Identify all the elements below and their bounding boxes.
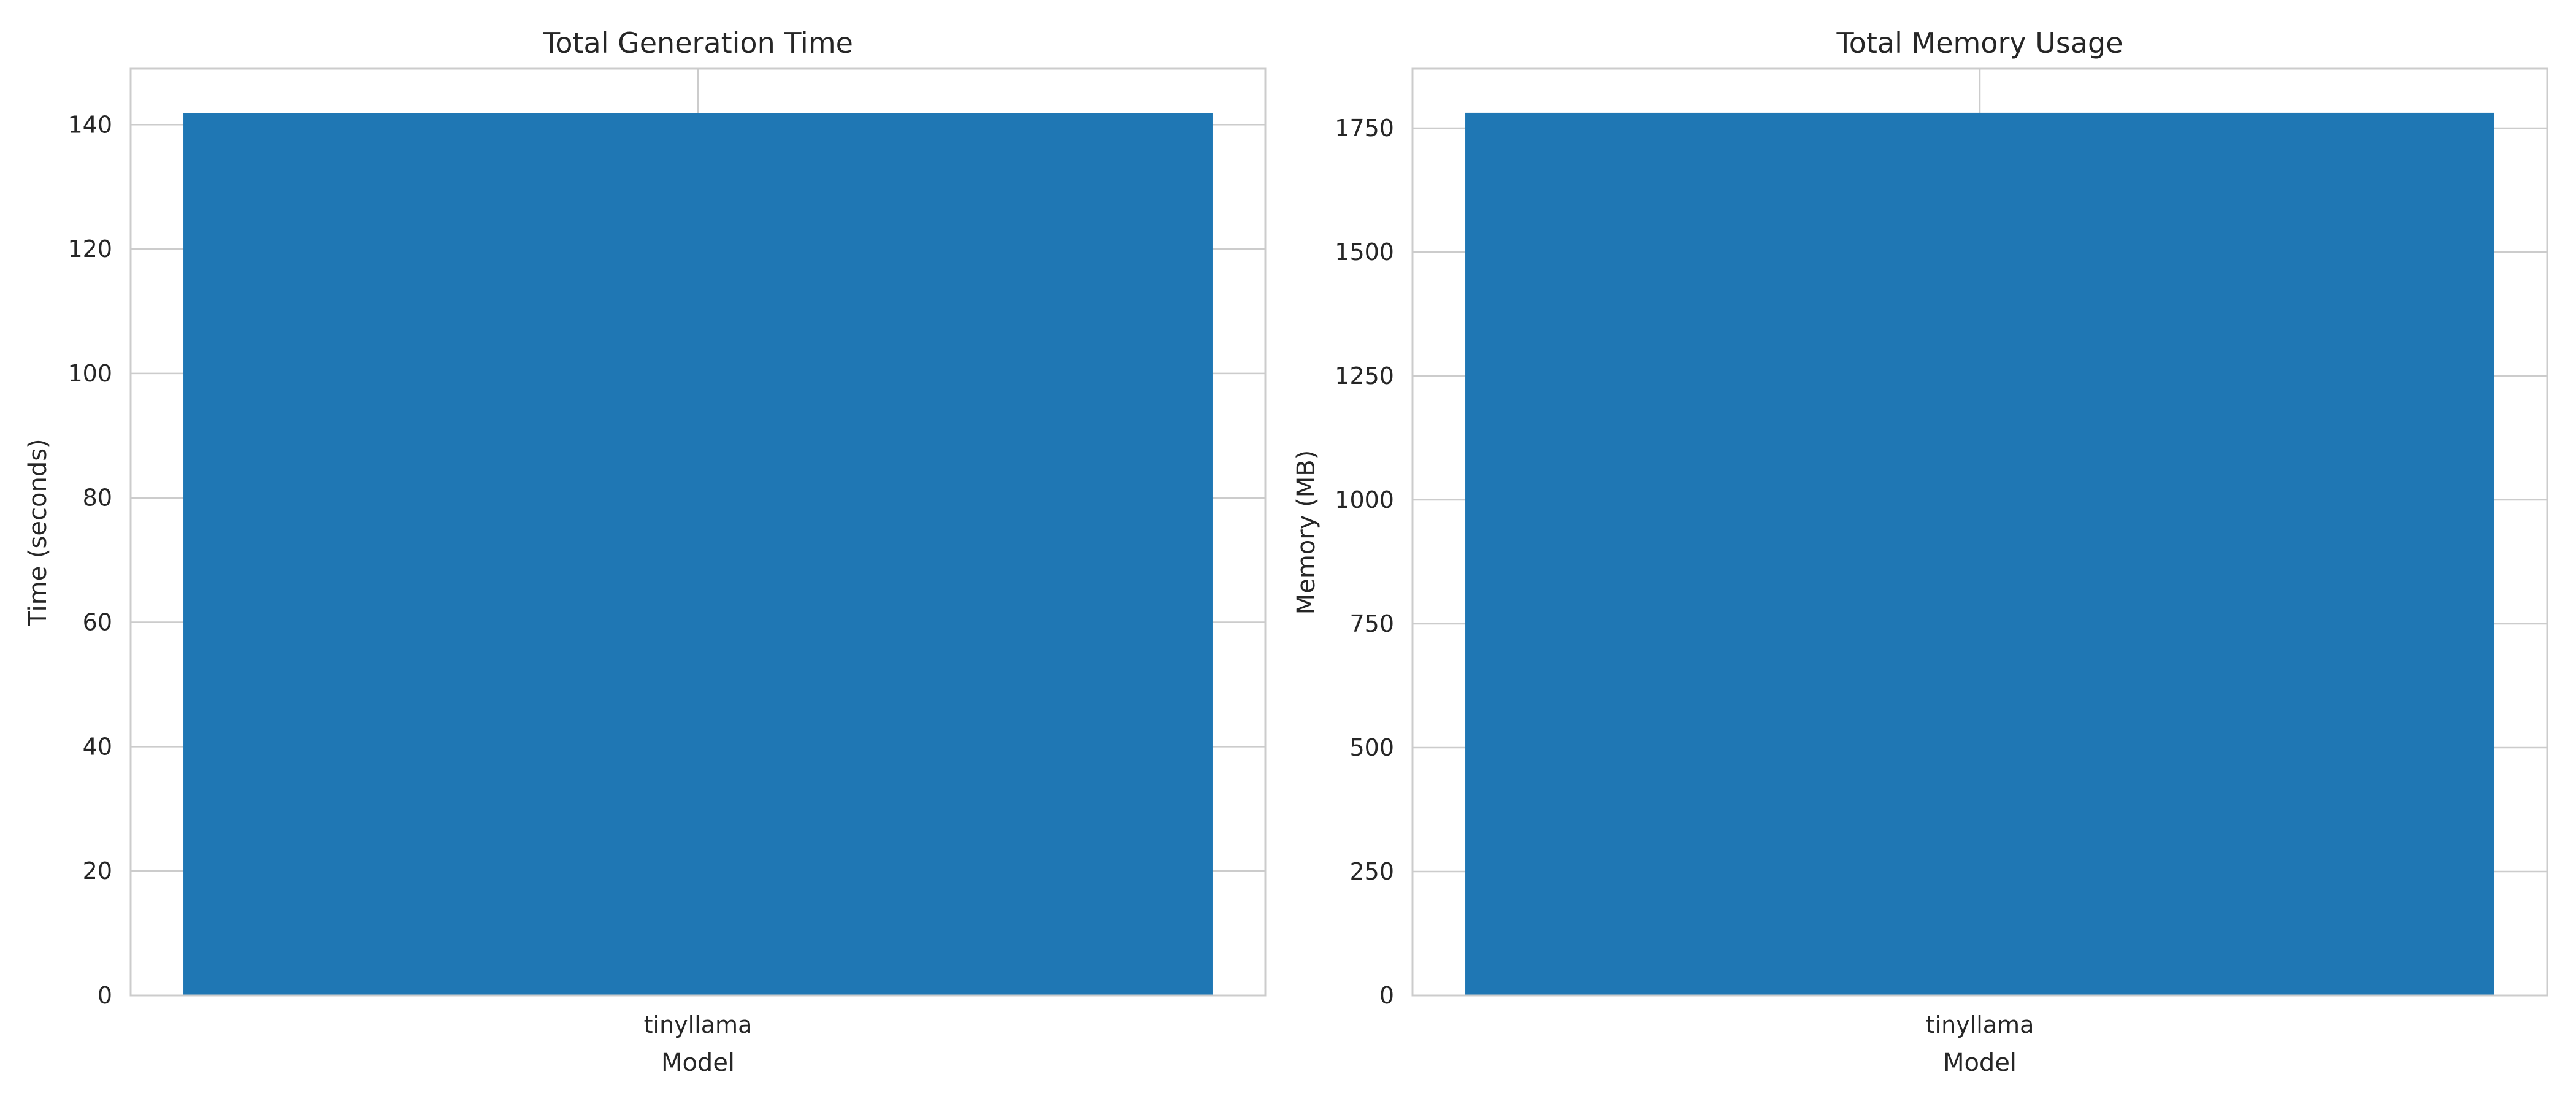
x-tick-label: tinyllama: [644, 1011, 753, 1038]
y-tick-label: 20: [83, 857, 112, 884]
chart-panel-generation-time: Total Generation Time Time (seconds) Mod…: [24, 26, 1267, 1077]
y-tick-label: 250: [1349, 858, 1394, 885]
bar: [183, 113, 1213, 995]
y-tick-label: 100: [67, 360, 112, 387]
bar: [1465, 112, 2494, 995]
y-tick-label: 1500: [1335, 239, 1394, 266]
y-tick-label: 1250: [1335, 362, 1394, 389]
y-tick-label: 60: [83, 609, 112, 636]
x-axis-label: Model: [1943, 1049, 2017, 1077]
y-tick-label: 140: [67, 111, 112, 138]
x-tick-label: tinyllama: [1926, 1011, 2034, 1038]
y-tick-label: 0: [1379, 982, 1394, 1009]
chart-panel-memory-usage: Total Memory Usage Memory (MB) Model 0 25…: [1292, 26, 2548, 1077]
y-axis-label: Memory (MB): [1292, 450, 1321, 615]
y-tick-label: 1000: [1335, 486, 1394, 513]
y-tick-label: 1750: [1335, 115, 1394, 142]
y-tick-label: 0: [98, 982, 112, 1009]
chart-title: Total Generation Time: [542, 26, 853, 59]
y-tick-label: 120: [67, 236, 112, 263]
chart-title: Total Memory Usage: [1836, 26, 2123, 59]
y-tick-label: 80: [83, 485, 112, 512]
axes-frame: [129, 67, 1267, 997]
y-tick-label: 40: [83, 733, 112, 760]
axes-frame: [1411, 67, 2548, 997]
y-axis-label: Time (seconds): [24, 439, 52, 626]
x-axis-label: Model: [661, 1049, 735, 1077]
y-tick-label: 500: [1349, 734, 1394, 761]
y-tick-label: 750: [1349, 610, 1394, 637]
